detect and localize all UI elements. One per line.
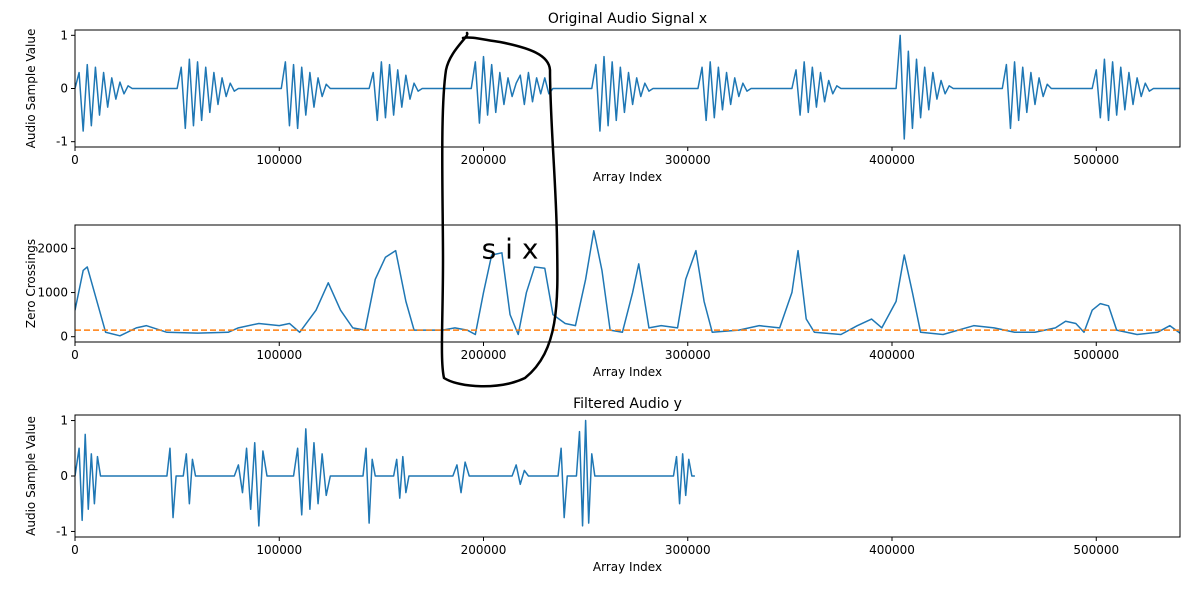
y-tick-label: 0: [60, 469, 68, 483]
x-tick-label: 200000: [461, 543, 507, 557]
x-tick-label: 0: [71, 543, 79, 557]
y-tick-label: 0: [60, 330, 68, 344]
y-tick-label: -1: [56, 135, 68, 149]
series-line: [75, 419, 695, 527]
series-line: [75, 34, 1180, 140]
hand-drawn-loop: [440, 31, 559, 388]
y-axis-label: Audio Sample Value: [24, 29, 38, 149]
x-tick-label: 300000: [665, 153, 711, 167]
x-tick-label: 400000: [869, 348, 915, 362]
chart-title: Original Audio Signal x: [548, 11, 707, 27]
annotation: s i x: [482, 232, 539, 265]
x-tick-label: 100000: [256, 153, 302, 167]
y-tick-label: 2000: [37, 241, 68, 255]
x-axis-label: Array Index: [593, 170, 662, 184]
series-line: [75, 229, 1180, 337]
chart-title: Filtered Audio y: [573, 396, 682, 412]
x-tick-label: 0: [71, 153, 79, 167]
x-tick-label: 100000: [256, 348, 302, 362]
y-tick-label: 1000: [37, 286, 68, 300]
plot-frame: [74, 224, 1181, 343]
x-tick-label: 500000: [1073, 543, 1119, 557]
x-tick-label: 0: [71, 348, 79, 362]
x-tick-label: 400000: [869, 153, 915, 167]
x-tick-label: 300000: [665, 348, 711, 362]
x-tick-label: 500000: [1073, 153, 1119, 167]
x-tick-label: 200000: [461, 153, 507, 167]
x-tick-label: 500000: [1073, 348, 1119, 362]
panels: 0 100000 200000 300000 400000 500000-101Origi…: [24, 11, 1181, 574]
y-tick-label: 0: [60, 82, 68, 96]
y-axis-label: Zero Crossings: [24, 239, 38, 328]
x-tick-label: 400000: [869, 543, 915, 557]
y-axis-label: Audio Sample Value: [24, 416, 38, 536]
y-tick-label: 1: [60, 414, 68, 428]
x-axis-label: Array Index: [593, 560, 662, 574]
y-tick-label: -1: [56, 524, 68, 538]
y-tick-label: 1: [60, 28, 68, 42]
x-axis-label: Array Index: [593, 365, 662, 379]
x-tick-label: 200000: [461, 348, 507, 362]
x-tick-label: 300000: [665, 543, 711, 557]
x-tick-label: 100000: [256, 543, 302, 557]
